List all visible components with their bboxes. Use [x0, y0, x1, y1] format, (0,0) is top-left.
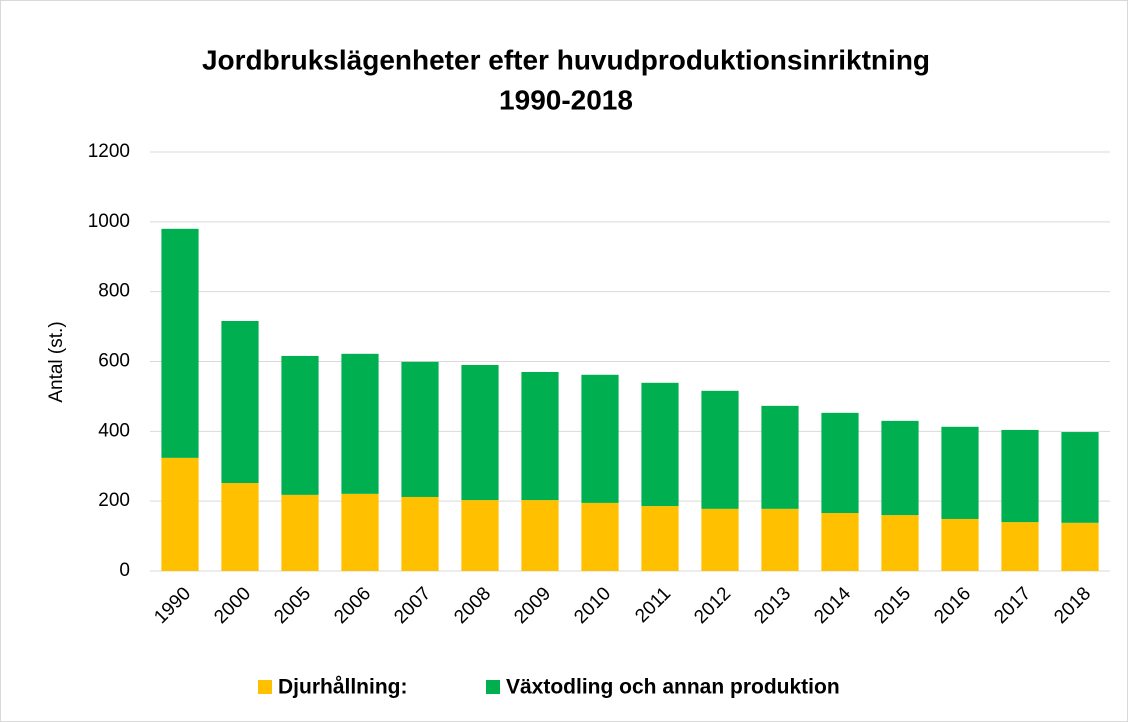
bar-segment — [461, 364, 499, 501]
y-tick-label: 200 — [98, 490, 130, 511]
bar-segment — [221, 483, 259, 571]
bar-segment — [581, 502, 619, 571]
y-axis-label: Antal (st.) — [46, 321, 67, 402]
y-tick-label: 1200 — [88, 141, 130, 162]
bar-segment — [941, 426, 979, 519]
bar-segment — [881, 420, 919, 516]
legend-swatch — [486, 680, 500, 694]
bar-segment — [161, 457, 199, 571]
legend-label: Djurhållning: — [278, 676, 408, 699]
bar-segment — [1001, 522, 1039, 571]
chart-title: Jordbrukslägenheter efter huvudproduktio… — [202, 44, 930, 75]
y-tick-label: 0 — [119, 560, 130, 581]
y-tick-label: 600 — [98, 351, 130, 372]
legend-label: Växtodling och annan produktion — [506, 676, 840, 699]
bar-segment — [881, 515, 919, 571]
bar-segment — [641, 382, 679, 507]
bar-segment — [581, 374, 619, 503]
bar-segment — [161, 228, 199, 458]
bar-segment — [341, 493, 379, 571]
bar-segment — [281, 494, 319, 571]
bar-segment — [641, 506, 679, 571]
y-tick-label: 400 — [98, 420, 130, 441]
bar-segment — [701, 390, 739, 509]
bar-segment — [761, 508, 799, 571]
bar-segment — [521, 371, 559, 501]
bar-segment — [281, 355, 319, 495]
bar-segment — [1061, 522, 1099, 571]
y-tick-label: 800 — [98, 281, 130, 302]
bar-segment — [401, 496, 439, 571]
bar-segment — [761, 405, 799, 509]
bar-segment — [521, 500, 559, 571]
bar-segment — [1061, 432, 1099, 523]
bar-segment — [821, 513, 859, 571]
bar-segment — [701, 508, 739, 571]
bar-segment — [341, 353, 379, 494]
bar-segment — [1001, 429, 1039, 523]
bar-segment — [461, 500, 499, 571]
chart-title: 1990-2018 — [499, 84, 633, 115]
bar-segment — [221, 320, 259, 484]
legend-swatch — [258, 680, 272, 694]
bar-segment — [941, 518, 979, 571]
bar-segment — [401, 361, 439, 497]
bar-segment — [821, 412, 859, 514]
y-tick-label: 1000 — [88, 211, 130, 232]
